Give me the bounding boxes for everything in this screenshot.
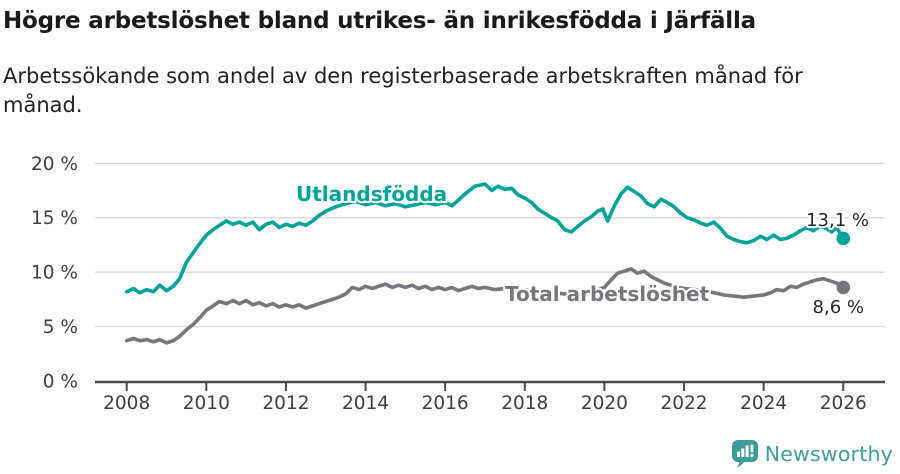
chart-title: Högre arbetslöshet bland utrikes- än inr…: [3, 8, 756, 34]
x-axis-tick-label: 2018: [501, 393, 548, 414]
y-axis-tick-label: 10 %: [31, 263, 78, 284]
subtitle-line-1: Arbetssökande som andel av den registerb…: [3, 64, 803, 88]
y-axis-tick-label: 5 %: [43, 317, 78, 338]
x-axis-tick-label: 2024: [740, 393, 787, 414]
x-axis-tick-label: 2020: [581, 393, 628, 414]
y-axis-tick-label: 15 %: [31, 208, 78, 229]
series-label-utlandsfodda: Utlandsfödda: [296, 182, 447, 206]
chart-subtitle: Arbetssökande som andel av den registerb…: [3, 62, 803, 119]
y-axis-tick-label: 20 %: [31, 154, 78, 175]
series-label-total: Total arbetslöshet: [505, 282, 710, 306]
x-axis-tick-label: 2014: [342, 393, 389, 414]
newsworthy-bars-icon: [731, 440, 758, 468]
x-axis-tick-label: 2008: [103, 393, 150, 414]
series-end-dot-utlandsfodda: [836, 231, 851, 246]
x-axis-tick-label: 2026: [820, 393, 867, 414]
x-axis-tick-label: 2022: [660, 393, 707, 414]
brand-text: Newsworthy: [764, 442, 893, 466]
x-axis-tick-label: 2016: [422, 393, 469, 414]
series-end-value-utlandsfodda: 13,1 %: [806, 210, 869, 231]
series-end-dot-total: [836, 280, 851, 295]
series-end-value-total: 8,6 %: [813, 297, 864, 318]
series-line-total: [124, 267, 846, 345]
x-axis-tick-label: 2012: [262, 393, 309, 414]
x-axis-tick-label: 2010: [183, 393, 230, 414]
series-line-utlandsfodda: [124, 182, 846, 295]
y-axis-tick-label: 0 %: [43, 372, 78, 393]
subtitle-line-2: månad.: [3, 92, 83, 117]
newsworthy-logo: Newsworthy: [731, 440, 893, 468]
